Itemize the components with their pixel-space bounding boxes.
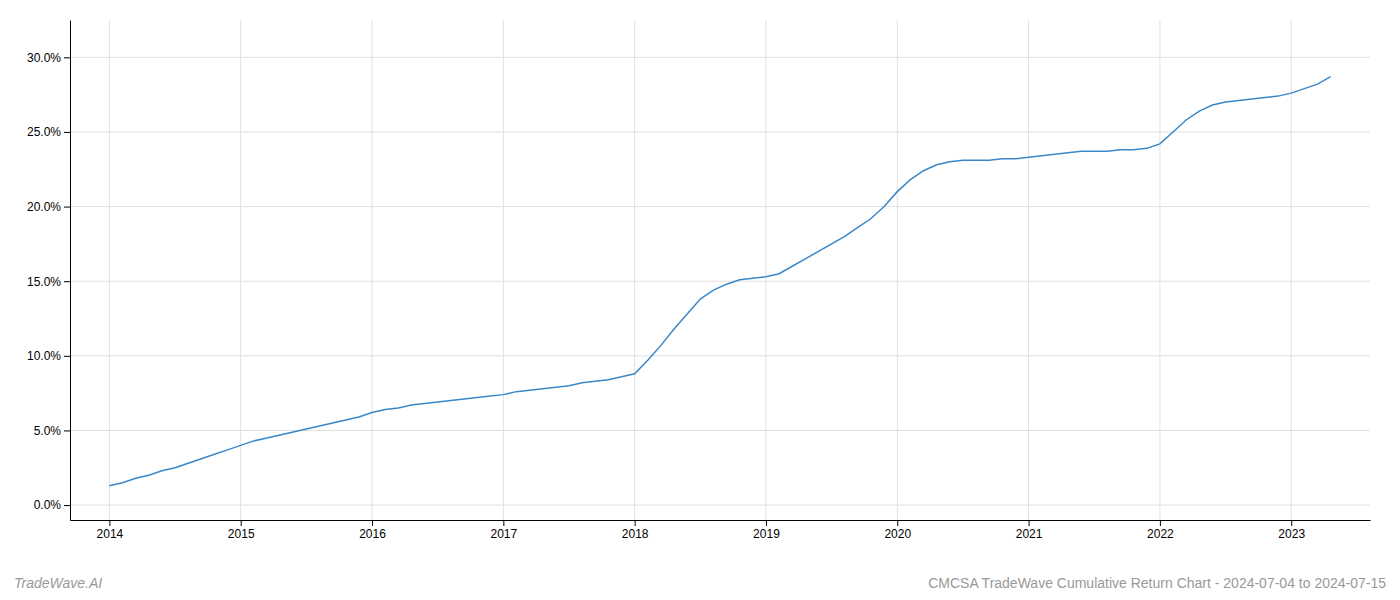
grid-line (70, 57, 1370, 58)
watermark: TradeWave.AI (14, 575, 102, 591)
grid-line (765, 20, 766, 520)
title: CMCSA TradeWave Cumulative Return Chart … (928, 575, 1386, 591)
tick: 20.0% (27, 200, 70, 214)
x-axis-line (71, 520, 1371, 521)
grid-line (634, 20, 635, 520)
grid-line (1028, 20, 1029, 520)
tick-label: 30.0% (27, 51, 61, 65)
line (109, 77, 1330, 486)
tick: 0.0% (34, 498, 70, 512)
tick: 30.0% (27, 51, 70, 65)
tick-mark (635, 520, 636, 526)
tick-mark (64, 281, 70, 282)
grid-line (70, 281, 1370, 282)
tick-label: 2014 (97, 527, 124, 541)
tick-label: 2019 (753, 527, 780, 541)
y-axis: 0.0% 5.0% 10.0% 15.0% 20.0% 25.0% 30.0% (27, 21, 71, 521)
tick-mark (64, 57, 70, 58)
tick: 15.0% (27, 275, 70, 289)
tick: 2021 (1016, 520, 1043, 541)
tick: 5.0% (34, 424, 70, 438)
tick: 2015 (228, 520, 255, 541)
tick-label: 15.0% (27, 275, 61, 289)
tick-mark (897, 520, 898, 526)
tick-mark (109, 520, 110, 526)
tick-mark (372, 520, 373, 526)
plot-area (109, 77, 1330, 486)
tick: 2014 (97, 520, 124, 541)
tick-label: 2015 (228, 527, 255, 541)
tick-mark (64, 356, 70, 357)
tick-label: 2022 (1147, 527, 1174, 541)
tick-mark (64, 430, 70, 431)
grid-line (503, 20, 504, 520)
tick-mark (64, 505, 70, 506)
tick-label: 10.0% (27, 349, 61, 363)
grid-line (372, 20, 373, 520)
tick: 2020 (884, 520, 911, 541)
tick: 2018 (622, 520, 649, 541)
grid-line (1291, 20, 1292, 520)
tick: 2019 (753, 520, 780, 541)
grid-line (70, 131, 1370, 132)
tick-mark (766, 520, 767, 526)
tick-label: 2021 (1016, 527, 1043, 541)
grid (70, 20, 1370, 520)
tick-label: 20.0% (27, 200, 61, 214)
tick-mark (1291, 520, 1292, 526)
tick-label: 25.0% (27, 125, 61, 139)
grid-line (70, 505, 1370, 506)
tick-label: 0.0% (34, 498, 62, 512)
tick-mark (64, 207, 70, 208)
grid-line (1159, 20, 1160, 520)
tick: 2023 (1278, 520, 1305, 541)
tick: 2016 (359, 520, 386, 541)
grid-line (70, 355, 1370, 356)
tick-label: 5.0% (34, 424, 62, 438)
tick-mark (1160, 520, 1161, 526)
grid-line (70, 430, 1370, 431)
tick-mark (64, 132, 70, 133)
chart: 2014 2015 2016 2017 2018 2019 2020 2021 2022 2023… (0, 0, 1400, 600)
tick-mark (503, 520, 504, 526)
tick-label: 2020 (884, 527, 911, 541)
tick-label: 2017 (490, 527, 517, 541)
tick: 25.0% (27, 125, 70, 139)
tick: 2017 (490, 520, 517, 541)
tick-label: 2018 (622, 527, 649, 541)
tick: 2022 (1147, 520, 1174, 541)
tick-label: 2023 (1278, 527, 1305, 541)
grid-line (70, 206, 1370, 207)
grid-line (897, 20, 898, 520)
tick: 10.0% (27, 349, 70, 363)
x-axis: 2014 2015 2016 2017 2018 2019 2020 2021 2022 2023 (71, 520, 1371, 541)
y-axis-line (70, 21, 71, 521)
tick-mark (241, 520, 242, 526)
tick-label: 2016 (359, 527, 386, 541)
grid-line (109, 20, 110, 520)
tick-mark (1029, 520, 1030, 526)
